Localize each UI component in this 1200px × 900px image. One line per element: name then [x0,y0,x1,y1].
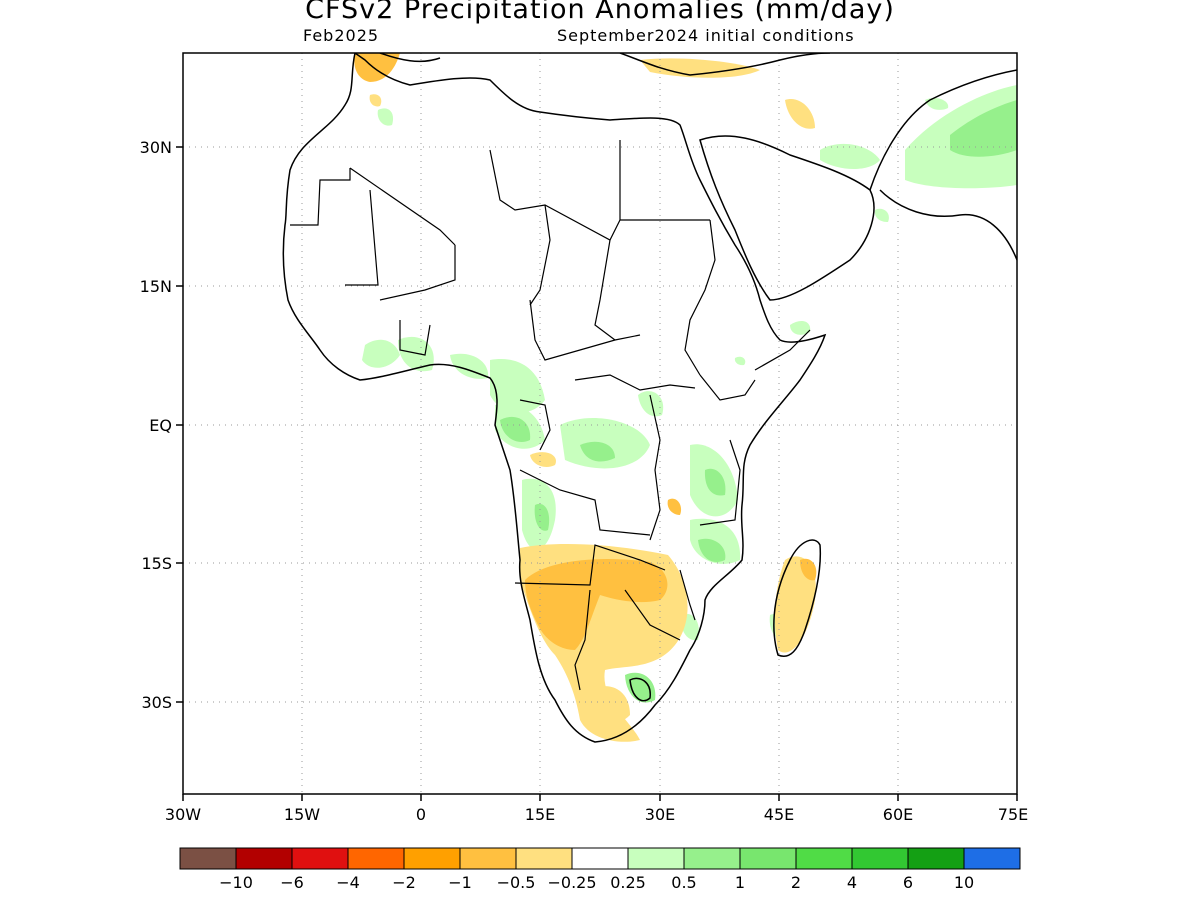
anomaly-positive-region [925,97,949,110]
anomaly-positive-region [490,359,545,413]
lon-label-0: 0 [416,805,426,824]
colorbar-swatch [179,847,237,870]
anomaly-positive-region [560,417,650,469]
anomaly-positive-region [534,503,550,531]
anomaly-positive-region [398,336,434,372]
colorbar-swatch [907,847,965,870]
lat-label-15s: 15S [141,554,172,573]
anomaly-positive-region [790,320,811,335]
colorbar-swatch [851,847,909,870]
anomaly-positive-region [638,391,664,417]
anomaly-positive-region [950,100,1017,157]
lon-label-30w: 30W [165,805,201,824]
lon-label-60e: 60E [883,805,913,824]
map-grid [183,53,1017,794]
colorbar-label: −0.25 [547,873,596,892]
anomaly-positive-region [820,143,880,169]
colorbar-label: −4 [336,873,360,892]
colorbar-swatch [235,847,293,870]
colorbar-swatch [683,847,741,870]
anomaly-negative-region [530,452,556,467]
colorbar-label: 2 [791,873,801,892]
anomaly-negative-region [800,558,817,581]
lon-label-75e: 75E [998,805,1028,824]
anomaly-positive-region [874,208,889,222]
colorbar-label: 0.25 [610,873,646,892]
initial-conditions: September2024 initial conditions [557,26,855,45]
anomaly-positive-region [500,416,531,442]
colorbar-label: 6 [903,873,913,892]
lat-label-15n: 15N [140,277,172,296]
colorbar-swatch [627,847,685,870]
colorbar-swatch [739,847,797,870]
forecast-month: Feb2025 [303,26,380,45]
map-title: CFSv2 Precipitation Anomalies (mm/day) [305,0,895,25]
colorbar-label: −1 [448,873,472,892]
lon-label-45e: 45E [764,805,794,824]
lat-label-30s: 30S [141,693,172,712]
anomaly-shading [354,53,1017,742]
anomaly-positive-region [580,441,615,462]
anomaly-negative-region [667,498,682,515]
anomaly-positive-region [377,108,394,126]
colorbar-swatch [347,847,405,870]
colorbar-label: 10 [954,873,974,892]
colorbar-swatch [963,847,1021,870]
lon-label-30e: 30E [645,805,675,824]
colorbar-label: −10 [219,873,253,892]
map-frame [182,52,1018,795]
colorbar-swatch [571,847,629,870]
anomaly-negative-region [640,58,760,78]
anomaly-positive-region [362,339,400,368]
colorbar-swatch [291,847,349,870]
anomaly-negative-region [525,559,668,650]
colorbar-label: −6 [280,873,304,892]
anomaly-positive-region [625,672,656,703]
lat-label-30n: 30N [140,138,172,157]
latitude-labels: 30N 15N EQ 15S 30S [140,138,172,712]
colorbar-swatch [459,847,517,870]
colorbar: −10 −6 −4 −2 −1 −0.5 −0.25 0.25 0.5 1 2 4 6 10 [179,847,1021,892]
anomaly-positive-region [450,353,489,379]
colorbar-label: 4 [847,873,857,892]
colorbar-label: 0.5 [671,873,696,892]
country-borders [290,140,811,691]
anomaly-positive-region [704,468,726,496]
lon-label-15e: 15E [525,805,555,824]
colorbar-label: −0.5 [497,873,536,892]
colorbar-label: 1 [735,873,745,892]
coastlines [282,53,1017,743]
anomaly-positive-region [698,538,726,562]
anomaly-negative-region [590,686,630,724]
axis-ticks [176,146,1018,801]
anomaly-negative-region [785,99,815,129]
colorbar-swatch [403,847,461,870]
longitude-labels: 30W 15W 0 15E 30E 45E 60E 75E [165,805,1028,824]
colorbar-swatch [795,847,853,870]
colorbar-swatch [515,847,573,870]
anomaly-negative-region [369,94,382,107]
lon-label-15w: 15W [284,805,320,824]
colorbar-label: −2 [392,873,416,892]
anomaly-positive-region [734,356,746,366]
lat-label-eq: EQ [149,416,172,435]
